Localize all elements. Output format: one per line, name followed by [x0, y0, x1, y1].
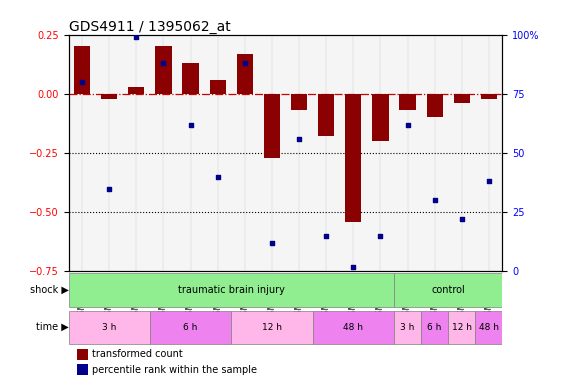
Point — [132, 34, 141, 40]
Bar — [237, 53, 253, 94]
FancyBboxPatch shape — [69, 273, 394, 307]
Text: GDS4911 / 1395062_at: GDS4911 / 1395062_at — [69, 20, 230, 33]
Text: 48 h: 48 h — [479, 323, 499, 332]
Bar — [155, 46, 172, 94]
Point — [321, 233, 331, 239]
Bar — [264, 94, 280, 158]
FancyBboxPatch shape — [475, 311, 502, 344]
Point — [78, 79, 87, 85]
Bar — [77, 364, 88, 375]
Text: traumatic brain injury: traumatic brain injury — [178, 285, 285, 295]
Point — [240, 60, 250, 66]
Point — [457, 216, 467, 222]
Bar — [372, 94, 389, 141]
Text: 48 h: 48 h — [343, 323, 363, 332]
Point — [376, 233, 385, 239]
Text: 3 h: 3 h — [400, 323, 415, 332]
Text: time ▶: time ▶ — [36, 322, 69, 332]
Bar — [291, 94, 307, 110]
Bar — [481, 94, 497, 99]
Point — [349, 263, 358, 270]
Text: 12 h: 12 h — [262, 323, 282, 332]
Text: 3 h: 3 h — [102, 323, 116, 332]
FancyBboxPatch shape — [394, 273, 502, 307]
Bar — [74, 46, 90, 94]
Point — [186, 121, 195, 127]
Point — [295, 136, 304, 142]
FancyBboxPatch shape — [231, 311, 313, 344]
Point — [213, 174, 222, 180]
Point — [159, 60, 168, 66]
Text: 6 h: 6 h — [183, 323, 198, 332]
Point — [430, 197, 439, 204]
FancyBboxPatch shape — [69, 311, 150, 344]
Point — [104, 185, 114, 192]
Text: control: control — [431, 285, 465, 295]
Bar — [77, 349, 88, 359]
Text: transformed count: transformed count — [93, 349, 183, 359]
Bar — [128, 87, 144, 94]
Bar — [101, 94, 118, 99]
Bar — [183, 63, 199, 94]
FancyBboxPatch shape — [313, 311, 394, 344]
Bar — [345, 94, 361, 222]
FancyBboxPatch shape — [150, 311, 231, 344]
Text: percentile rank within the sample: percentile rank within the sample — [93, 365, 258, 375]
Bar — [427, 94, 443, 118]
Bar — [454, 94, 470, 103]
Point — [267, 240, 276, 246]
Bar — [318, 94, 335, 136]
Bar — [210, 79, 226, 94]
Bar — [400, 94, 416, 110]
Text: 6 h: 6 h — [428, 323, 442, 332]
Point — [403, 121, 412, 127]
Point — [484, 178, 493, 184]
FancyBboxPatch shape — [394, 311, 421, 344]
FancyBboxPatch shape — [421, 311, 448, 344]
Text: shock ▶: shock ▶ — [30, 285, 69, 295]
FancyBboxPatch shape — [448, 311, 475, 344]
Text: 12 h: 12 h — [452, 323, 472, 332]
